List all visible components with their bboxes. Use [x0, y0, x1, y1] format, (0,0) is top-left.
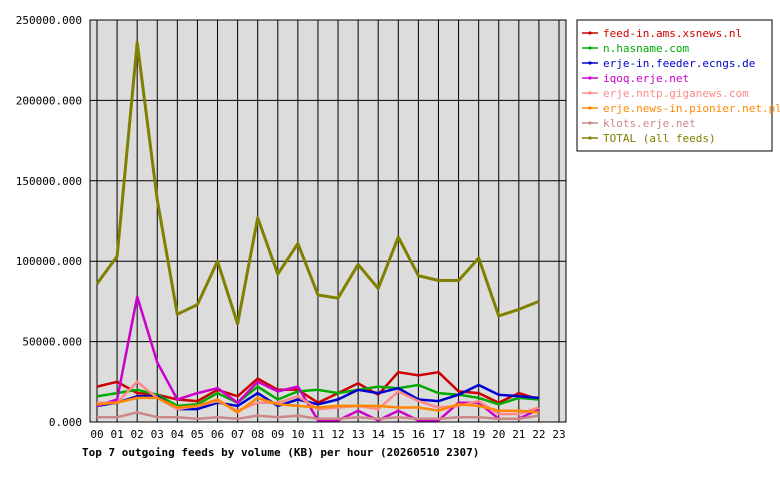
x-tick-label: 14 — [372, 428, 386, 441]
x-tick-label: 07 — [231, 428, 244, 441]
y-tick-label: 250000.000 — [16, 14, 82, 27]
x-tick-label: 17 — [432, 428, 445, 441]
x-tick-label: 08 — [251, 428, 264, 441]
x-tick-label: 01 — [110, 428, 123, 441]
legend-label: klots.erje.net — [603, 117, 696, 130]
legend-marker — [588, 46, 592, 50]
legend-label: n.hasname.com — [603, 42, 689, 55]
y-tick-label: 100000.000 — [16, 255, 82, 268]
x-tick-label: 04 — [171, 428, 185, 441]
legend-marker — [588, 106, 592, 110]
x-tick-label: 23 — [552, 428, 565, 441]
legend-label: iqoq.erje.net — [603, 72, 689, 85]
x-tick-label: 13 — [352, 428, 365, 441]
grid-lines — [90, 19, 566, 423]
x-tick-label: 06 — [211, 428, 224, 441]
x-tick-label: 16 — [412, 428, 425, 441]
legend-marker — [588, 91, 592, 95]
x-tick-label: 10 — [291, 428, 304, 441]
series-line-3 — [96, 295, 540, 422]
legend-label: TOTAL (all feeds) — [603, 132, 716, 145]
legend-label: feed-in.ams.xsnews.nl — [603, 27, 742, 40]
x-tick-label: 05 — [191, 428, 204, 441]
y-tick-label: 0.000 — [49, 416, 82, 429]
x-tick-label: 03 — [151, 428, 164, 441]
series-line-1 — [96, 383, 539, 408]
plot-area — [90, 20, 566, 422]
y-tick-label: 150000.000 — [16, 175, 82, 188]
x-axis-tick-labels: 00 01 02 03 04 05 06 07 08 09 10 11 12 13 14 15 16 17 18 19… — [90, 428, 565, 441]
series-line-6 — [97, 411, 540, 421]
plot-border — [89, 19, 567, 423]
x-tick-label: 02 — [131, 428, 144, 441]
series-lines — [95, 41, 540, 422]
x-tick-label: 18 — [452, 428, 465, 441]
x-tick-label: 15 — [392, 428, 405, 441]
legend-marker — [588, 136, 592, 140]
legend-label: erje.news-in.pionier.net.pl — [603, 102, 780, 115]
y-axis-tick-labels: 0.000 50000.000 100000.000 150000.000 200000… — [16, 14, 82, 429]
x-tick-label: 00 — [90, 428, 103, 441]
series-line-7 — [95, 41, 540, 326]
legend-label: erje.nntp.giganews.com — [603, 87, 749, 100]
x-tick-label: 20 — [492, 428, 505, 441]
series-line-5 — [96, 396, 540, 414]
legend-label: erje-in.feeder.ecngs.de — [603, 57, 755, 70]
x-tick-label: 19 — [472, 428, 485, 441]
legend-marker — [588, 76, 592, 80]
x-tick-label: 21 — [512, 428, 525, 441]
x-tick-label: 22 — [532, 428, 545, 441]
legend-marker — [588, 31, 592, 35]
x-tick-label: 12 — [331, 428, 344, 441]
chart-title: Top 7 outgoing feeds by volume (KB) per … — [82, 446, 479, 459]
y-tick-label: 200000.000 — [16, 94, 82, 107]
x-tick-label: 11 — [311, 428, 324, 441]
legend-marker — [588, 61, 592, 65]
x-tick-label: 09 — [271, 428, 284, 441]
legend-box — [576, 19, 773, 152]
y-tick-label: 50000.000 — [22, 336, 82, 349]
legend-marker — [588, 121, 592, 125]
legend: feed-in.ams.xsnews.nl n.hasname.com erje-i… — [576, 19, 780, 152]
